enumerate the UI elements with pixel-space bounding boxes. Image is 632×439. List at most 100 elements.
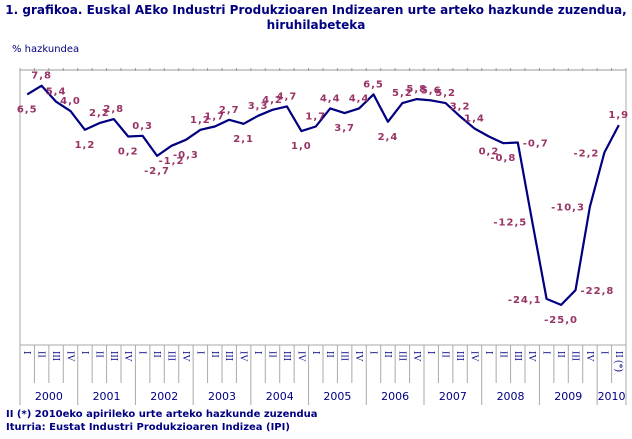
data-label: 2,1 bbox=[233, 134, 254, 145]
quarter-tick-label: IV bbox=[584, 351, 595, 362]
data-label: -25,0 bbox=[544, 315, 578, 326]
footnote: II (*) 2010eko apirileko urte arteko haz… bbox=[6, 409, 318, 420]
quarter-tick-label: I bbox=[368, 351, 379, 354]
data-label: -1,2 bbox=[159, 156, 185, 167]
quarter-tick-label: II bbox=[555, 351, 566, 358]
year-tick-label: 2004 bbox=[266, 390, 294, 403]
data-label: 7,8 bbox=[31, 71, 52, 82]
quarter-tick-label: I bbox=[21, 351, 32, 354]
chart-title: 1. grafikoa. Euskal AEko Industri Produk… bbox=[5, 3, 627, 32]
data-label: -24,1 bbox=[508, 295, 542, 306]
data-label: 2,2 bbox=[89, 108, 110, 119]
data-label: 6,5 bbox=[363, 79, 384, 90]
data-label: 2,7 bbox=[219, 105, 240, 116]
quarter-tick-label: IV bbox=[295, 351, 306, 362]
data-label: 5,2 bbox=[435, 88, 456, 99]
data-label: 4,2 bbox=[262, 95, 283, 106]
quarter-tick-label: I bbox=[79, 351, 90, 354]
quarter-tick-label: IV bbox=[411, 351, 422, 362]
quarter-tick-label: IV bbox=[122, 351, 133, 362]
quarter-tick-label: III bbox=[223, 351, 234, 361]
quarter-tick-label: IV bbox=[526, 351, 537, 362]
quarter-tick-label: III bbox=[570, 351, 581, 361]
data-label: 0,2 bbox=[479, 146, 500, 157]
data-label: 2,8 bbox=[103, 104, 124, 115]
source-note: Iturria: Eustat Industri Produkzioaren I… bbox=[6, 422, 290, 433]
year-tick-label: 2001 bbox=[93, 390, 121, 403]
quarter-tick-label: II bbox=[93, 351, 104, 358]
y-axis-label: % hazkundea bbox=[12, 44, 80, 55]
data-label: 3,7 bbox=[334, 123, 355, 134]
quarter-tick-label: III bbox=[108, 351, 119, 361]
quarter-tick-label: IV bbox=[65, 351, 76, 362]
data-label: 4,4 bbox=[349, 93, 370, 104]
quarter-tick-label: III bbox=[396, 351, 407, 361]
quarter-tick-label: II bbox=[36, 351, 47, 358]
data-label: 0,3 bbox=[132, 121, 153, 132]
year-tick-label: 2002 bbox=[150, 390, 178, 403]
quarter-tick-label: IV bbox=[238, 351, 249, 362]
quarter-tick-label: IV bbox=[180, 351, 191, 362]
year-tick-label: 2000 bbox=[35, 390, 63, 403]
data-label: 1,9 bbox=[608, 110, 629, 121]
data-label: -0,7 bbox=[523, 139, 549, 150]
data-label: 1,7 bbox=[204, 111, 225, 122]
quarter-tick-label: II bbox=[151, 351, 162, 358]
data-label: 5,2 bbox=[392, 88, 413, 99]
data-label: 4,7 bbox=[277, 91, 298, 102]
data-label: 3,2 bbox=[450, 101, 471, 112]
data-label: 5,4 bbox=[46, 87, 67, 98]
quarter-tick-label: II bbox=[497, 351, 508, 358]
quarter-tick-label: IV bbox=[469, 351, 480, 362]
quarter-tick-label: I bbox=[310, 351, 321, 354]
quarter-tick-label: I bbox=[598, 351, 609, 354]
year-tick-label: 2008 bbox=[497, 390, 525, 403]
year-tick-label: 2003 bbox=[208, 390, 236, 403]
year-tick-label: 2005 bbox=[323, 390, 351, 403]
quarter-tick-label: I bbox=[425, 351, 436, 354]
quarter-tick-label: I bbox=[137, 351, 148, 354]
quarter-tick-label: I bbox=[252, 351, 263, 354]
quarter-tick-label: III bbox=[339, 351, 350, 361]
quarter-tick-label: II bbox=[440, 351, 451, 358]
data-label: 5,8 bbox=[406, 84, 427, 95]
data-label: 3,3 bbox=[248, 101, 269, 112]
year-tick-label: 2009 bbox=[554, 390, 582, 403]
quarter-tick-label: II bbox=[324, 351, 335, 358]
data-label: 1,2 bbox=[190, 115, 211, 126]
year-tick-label: 2006 bbox=[381, 390, 409, 403]
quarter-tick-label: I bbox=[541, 351, 552, 354]
quarter-tick-label: II bbox=[382, 351, 393, 358]
data-label: 6,5 bbox=[17, 104, 38, 115]
data-label: -10,3 bbox=[551, 203, 585, 214]
data-label: -0,8 bbox=[490, 153, 516, 164]
quarter-tick-label: II bbox=[267, 351, 278, 358]
quarter-tick-label: I bbox=[483, 351, 494, 354]
data-label: -2,7 bbox=[144, 166, 170, 177]
quarter-tick-label: II bbox=[209, 351, 220, 358]
series-line bbox=[26, 84, 620, 306]
data-label: 1,0 bbox=[291, 141, 312, 152]
quarter-tick-label: III bbox=[454, 351, 465, 361]
data-label: 5,6 bbox=[421, 85, 442, 96]
data-label: 4,0 bbox=[60, 96, 81, 107]
data-label: 4,4 bbox=[320, 93, 341, 104]
year-tick-label: 2007 bbox=[439, 390, 467, 403]
data-label: -0,3 bbox=[173, 150, 199, 161]
data-label: 1,2 bbox=[75, 140, 96, 151]
data-label: -2,2 bbox=[573, 149, 599, 160]
quarter-tick-label: III bbox=[50, 351, 61, 361]
quarter-tick-label: IV bbox=[353, 351, 364, 362]
quarter-tick-label: III bbox=[512, 351, 523, 361]
data-label: 2,4 bbox=[378, 132, 399, 143]
data-label: 1,7 bbox=[305, 111, 326, 122]
data-label: 0,2 bbox=[118, 146, 139, 157]
quarter-tick-label: III bbox=[166, 351, 177, 361]
data-label: 1,4 bbox=[464, 113, 485, 124]
quarter-tick-label: I bbox=[194, 351, 205, 354]
data-label: -22,8 bbox=[581, 286, 615, 297]
data-label: -12,5 bbox=[493, 217, 527, 228]
quarter-tick-label: III bbox=[281, 351, 292, 361]
quarter-tick-label: II (*) bbox=[613, 351, 624, 372]
